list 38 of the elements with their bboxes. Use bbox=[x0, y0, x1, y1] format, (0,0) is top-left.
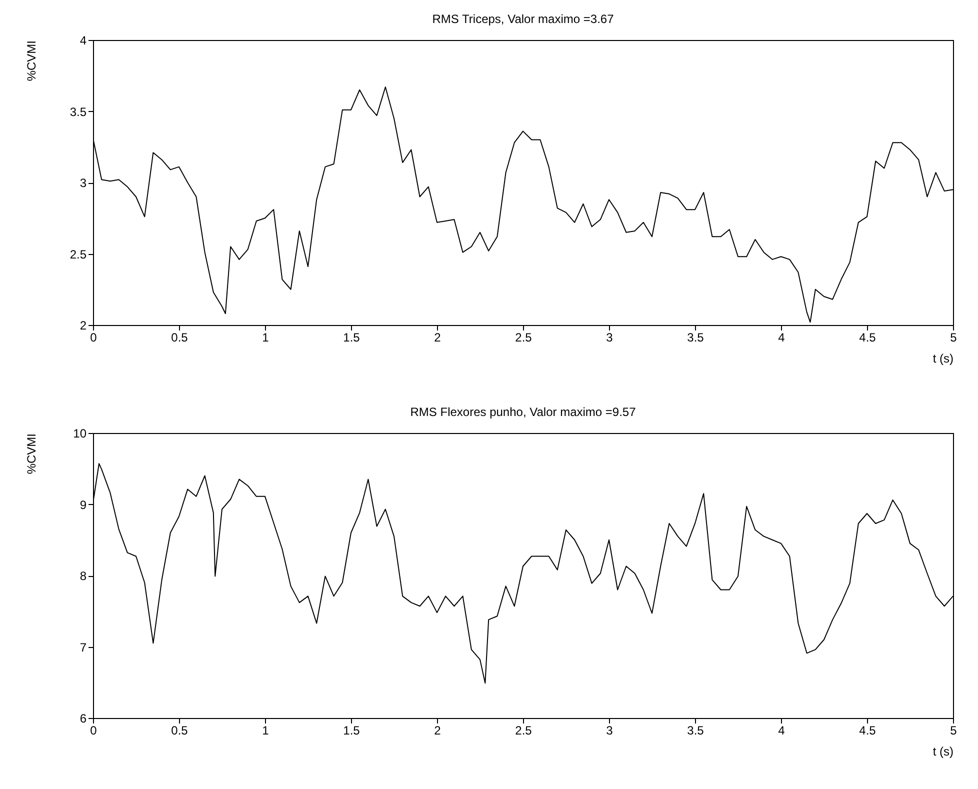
x-tick-label: 1.5 bbox=[343, 724, 360, 738]
y-tick-label: 3 bbox=[80, 176, 87, 190]
x-tick-label: 2.5 bbox=[515, 724, 532, 738]
x-tick-label: 2 bbox=[434, 330, 442, 344]
x-tick-label: 3.5 bbox=[687, 724, 704, 738]
x-tick-label: 1 bbox=[262, 724, 270, 738]
y-tick-label: 7 bbox=[80, 640, 87, 654]
x-tick-label: 0 bbox=[90, 330, 98, 344]
x-tick-label: 2 bbox=[434, 724, 442, 738]
x-axis-title: t (s) bbox=[932, 352, 954, 366]
x-tick-label: 1 bbox=[262, 330, 270, 344]
y-tick-label: 6 bbox=[80, 712, 87, 726]
y-tick-label: 4 bbox=[80, 34, 87, 48]
y-tick-label: 3.5 bbox=[70, 104, 87, 119]
y-tick-label: 2.5 bbox=[70, 247, 87, 262]
x-tick-label: 0.5 bbox=[171, 724, 188, 738]
x-tick-label: 3 bbox=[606, 330, 614, 344]
y-axis-title: %CVMI bbox=[24, 40, 38, 82]
y-tick-label: 2 bbox=[80, 318, 87, 332]
y-tick-label: 10 bbox=[73, 426, 87, 440]
x-axis-title: t (s) bbox=[932, 744, 954, 758]
x-tick-label: 4 bbox=[778, 724, 786, 738]
x-tick-label: 2.5 bbox=[515, 330, 532, 344]
x-tick-label: 5 bbox=[950, 724, 958, 738]
x-tick-label: 4.5 bbox=[859, 724, 876, 738]
chart-title: RMS Flexores punho, Valor maximo =9.57 bbox=[410, 405, 636, 419]
x-tick-label: 5 bbox=[950, 330, 958, 344]
x-tick-label: 0 bbox=[90, 724, 98, 738]
chart-title: RMS Triceps, Valor maximo =3.67 bbox=[432, 12, 614, 26]
y-tick-label: 8 bbox=[80, 569, 87, 583]
x-tick-label: 4 bbox=[778, 330, 786, 344]
x-tick-label: 0.5 bbox=[171, 330, 188, 344]
y-axis-title: %CVMI bbox=[24, 434, 38, 474]
x-tick-label: 1.5 bbox=[343, 330, 360, 344]
x-tick-label: 3.5 bbox=[687, 330, 704, 344]
x-tick-label: 3 bbox=[606, 724, 614, 738]
y-tick-label: 9 bbox=[80, 498, 87, 512]
x-tick-label: 4.5 bbox=[859, 330, 876, 344]
